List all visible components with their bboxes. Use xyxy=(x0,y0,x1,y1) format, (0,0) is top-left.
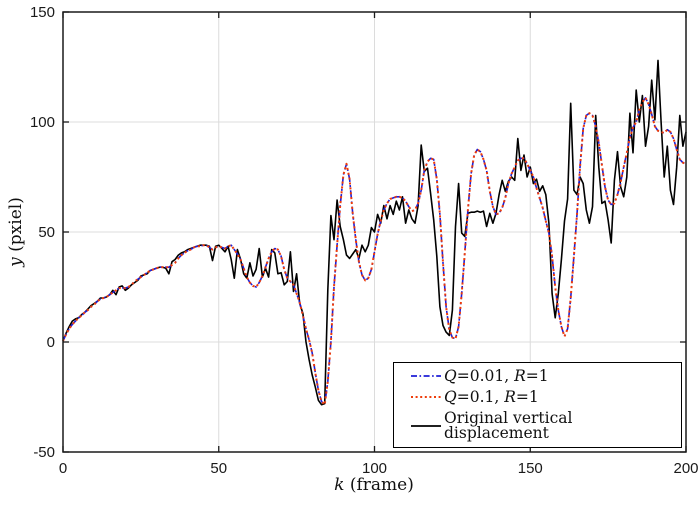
legend: Q=0.01, R=1 Q=0.1, R=1 Original vertical… xyxy=(393,362,682,448)
legend-label: Original vertical displacement xyxy=(444,408,573,442)
y-tick-label: -50 xyxy=(33,444,55,461)
y-axis-variable: y xyxy=(6,257,26,267)
legend-q-value: =0.1, xyxy=(456,387,505,406)
y-tick-label: 150 xyxy=(30,4,55,21)
y-axis-label: y (pxiel) xyxy=(6,197,26,267)
series-line-q01 xyxy=(62,96,687,406)
legend-label: Q=0.1, R=1 xyxy=(444,387,539,406)
legend-q-value: =0.01, xyxy=(456,366,515,385)
x-tick-label: 150 xyxy=(518,460,543,477)
legend-r-value: =1 xyxy=(525,366,549,385)
x-axis-variable: k xyxy=(334,475,345,495)
solid-line-swatch xyxy=(411,425,441,427)
legend-label: Q=0.01, R=1 xyxy=(444,366,549,385)
x-axis-label: k (frame) xyxy=(334,475,414,495)
legend-q-symbol: Q xyxy=(444,387,457,406)
legend-r-symbol: R xyxy=(514,366,526,385)
x-axis-unit: (frame) xyxy=(344,475,414,495)
x-tick-label: 50 xyxy=(210,460,227,477)
dotted-line-swatch xyxy=(411,396,441,399)
x-tick-label: 0 xyxy=(59,460,67,477)
series-line-original xyxy=(62,59,687,406)
y-axis-unit: (pxiel) xyxy=(6,197,26,258)
legend-q-symbol: Q xyxy=(444,366,457,385)
y-tick-label: 50 xyxy=(38,224,55,241)
legend-item-original: Original vertical displacement xyxy=(411,408,681,442)
y-tick-label: 0 xyxy=(47,334,55,351)
x-tick-label: 200 xyxy=(673,460,698,477)
x-tick-label: 100 xyxy=(362,460,387,477)
legend-item-q001: Q=0.01, R=1 xyxy=(411,366,681,385)
legend-r-symbol: R xyxy=(504,387,516,406)
dash-dot-line-swatch xyxy=(411,375,441,378)
legend-r-value: =1 xyxy=(515,387,539,406)
y-tick-label: 100 xyxy=(30,114,55,131)
legend-item-q01: Q=0.1, R=1 xyxy=(411,387,681,406)
